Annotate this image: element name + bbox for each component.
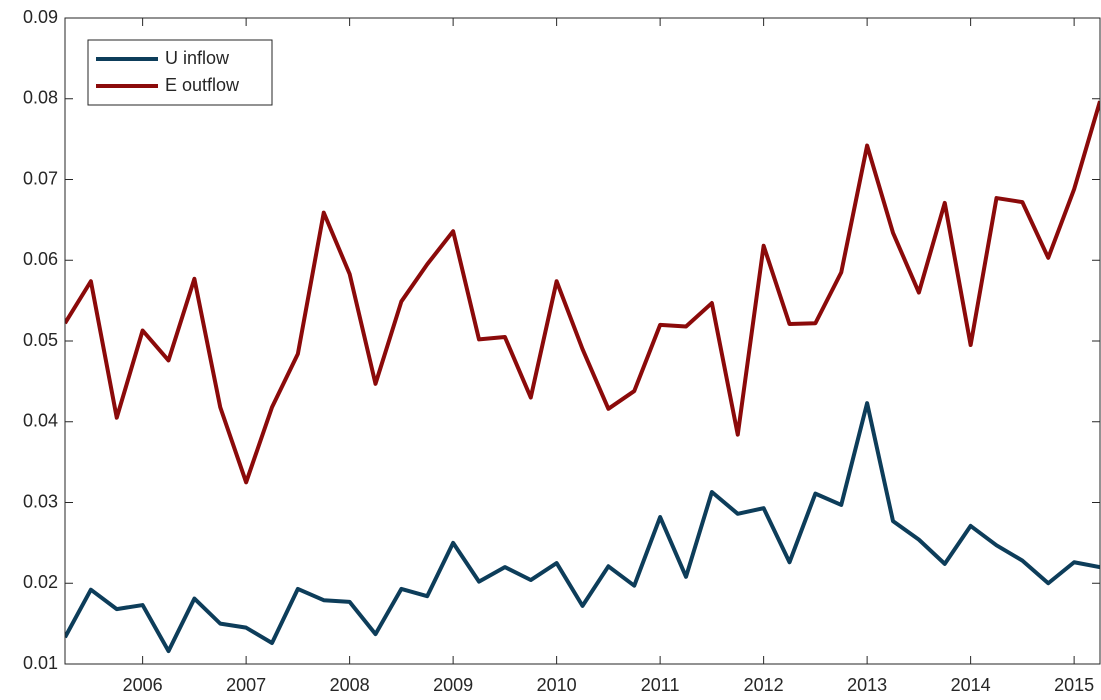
x-tick-label: 2009 — [433, 675, 473, 695]
x-tick-label: 2014 — [951, 675, 991, 695]
legend-box — [87, 39, 273, 106]
y-tick-label: 0.08 — [23, 88, 58, 108]
legend-label: U inflow — [165, 48, 230, 68]
y-tick-label: 0.07 — [23, 168, 58, 188]
line — [65, 100, 1100, 485]
y-tick-label: 0.06 — [23, 249, 58, 269]
plot-frame — [64, 17, 1101, 665]
line — [65, 401, 1100, 654]
x-tick-label: 2012 — [744, 675, 784, 695]
y-tick-label: 0.03 — [23, 491, 58, 511]
y-tick-label: 0.01 — [23, 653, 58, 673]
y-tick-label: 0.02 — [23, 572, 58, 592]
y-tick-label: 0.04 — [23, 411, 58, 431]
y-tick-label: 0.09 — [23, 7, 58, 27]
x-tick-label: 2008 — [330, 675, 370, 695]
x-tick-label: 2015 — [1054, 675, 1094, 695]
x-tick-label: 2007 — [226, 675, 266, 695]
x-tick-label: 2010 — [537, 675, 577, 695]
legend-label: E outflow — [165, 75, 240, 95]
x-tick-label: 2013 — [847, 675, 887, 695]
x-tick-label: 2006 — [123, 675, 163, 695]
x-tick-label: 2011 — [641, 675, 680, 695]
y-tick-label: 0.05 — [23, 330, 58, 350]
